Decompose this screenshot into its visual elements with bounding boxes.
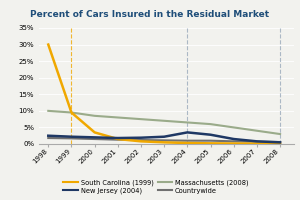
Text: Percent of Cars Insured in the Residual Market: Percent of Cars Insured in the Residual … (30, 10, 270, 19)
Legend: South Carolina (1999), New Jersey (2004), Massachusetts (2008), Countrywide: South Carolina (1999), New Jersey (2004)… (61, 176, 251, 197)
